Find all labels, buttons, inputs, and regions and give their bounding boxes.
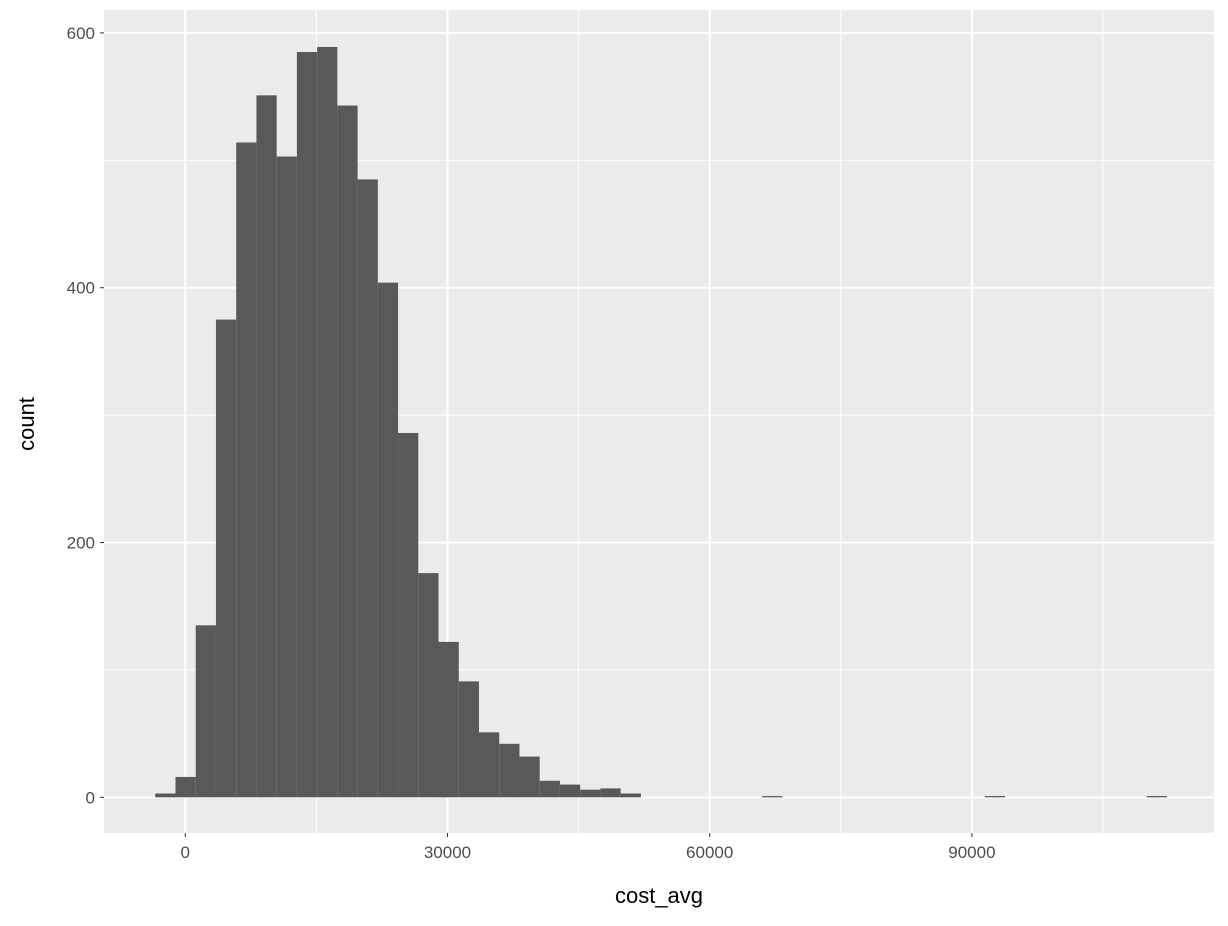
x-axis-ticks: 0 30000 60000 90000 (181, 833, 996, 862)
x-tick-label: 90000 (948, 843, 995, 862)
histogram-bar (499, 743, 520, 798)
histogram-bar (620, 793, 641, 798)
histogram-bars (155, 46, 1167, 798)
histogram-bar (276, 156, 297, 798)
y-tick-label: 400 (67, 279, 95, 298)
x-tick-label: 60000 (686, 843, 733, 862)
y-axis-ticks: 0 200 400 600 (67, 24, 104, 807)
x-tick-label: 0 (181, 843, 190, 862)
histogram-bar (539, 780, 560, 798)
histogram-bar (317, 46, 338, 798)
histogram-bar (458, 681, 479, 798)
y-tick-label: 0 (86, 788, 95, 807)
histogram-bar (478, 732, 500, 798)
histogram-bar (559, 784, 581, 798)
histogram-bar (337, 105, 358, 798)
histogram-bar (762, 796, 783, 798)
histogram-bar (175, 776, 196, 798)
histogram-bar (377, 282, 399, 798)
histogram-bar (1146, 796, 1167, 798)
histogram-bar (236, 142, 257, 798)
histogram-bar (256, 95, 277, 798)
histogram-bar (600, 788, 621, 798)
x-axis-title: cost_avg (615, 883, 703, 908)
histogram-bar (580, 789, 601, 798)
histogram-bar (398, 432, 419, 798)
histogram-bar (215, 319, 237, 798)
histogram-bar (438, 641, 459, 798)
histogram-bar (296, 52, 318, 798)
histogram-bar (418, 573, 439, 798)
y-tick-label: 600 (67, 24, 95, 43)
y-axis-title: count (14, 397, 39, 451)
y-tick-label: 200 (67, 534, 95, 553)
histogram-bar (519, 756, 540, 798)
histogram-bar (984, 796, 1006, 798)
x-tick-label: 30000 (424, 843, 471, 862)
histogram-bar (357, 179, 378, 798)
major-gridlines (104, 10, 1214, 833)
histogram-bar (155, 793, 176, 798)
histogram-bar (195, 625, 216, 798)
